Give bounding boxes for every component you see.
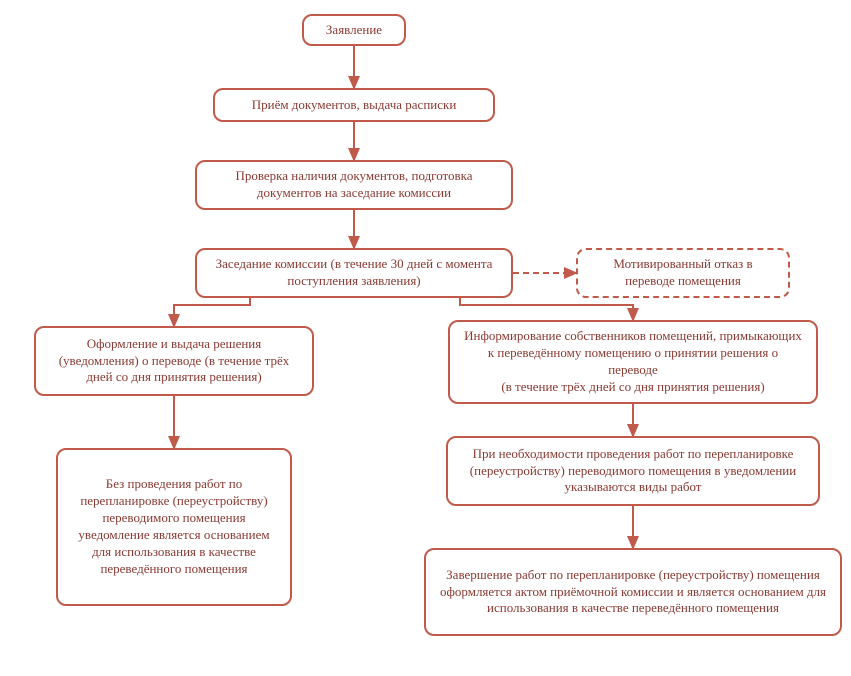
flowchart-node-n8: Без проведения работ по перепланировке (… <box>56 448 292 606</box>
flowchart-node-n5: Мотивированный отказ в переводе помещени… <box>576 248 790 298</box>
node-label: Без проведения работ по перепланировке (… <box>70 476 278 577</box>
node-label: Проверка наличия документов, подготовка … <box>209 168 499 202</box>
node-label: Информирование собственников помещений, … <box>462 328 804 396</box>
flowchart-node-n10: Завершение работ по перепланировке (пере… <box>424 548 842 636</box>
flowchart-node-n4: Заседание комиссии (в течение 30 дней с … <box>195 248 513 298</box>
flowchart-node-n6: Оформление и выдача решения (уведомления… <box>34 326 314 396</box>
node-label: Мотивированный отказ в переводе помещени… <box>590 256 776 290</box>
node-label: Оформление и выдача решения (уведомления… <box>48 336 300 387</box>
node-label: Заседание комиссии (в течение 30 дней с … <box>209 256 499 290</box>
edge-n4-n6 <box>174 298 250 326</box>
node-label: Приём документов, выдача расписки <box>252 97 457 114</box>
node-label: Завершение работ по перепланировке (пере… <box>438 567 828 618</box>
flowchart-node-n3: Проверка наличия документов, подготовка … <box>195 160 513 210</box>
flowchart-node-n9: При необходимости проведения работ по пе… <box>446 436 820 506</box>
flowchart-node-n1: Заявление <box>302 14 406 46</box>
flowchart-node-n2: Приём документов, выдача расписки <box>213 88 495 122</box>
node-label: Заявление <box>326 22 382 39</box>
flowchart-node-n7: Информирование собственников помещений, … <box>448 320 818 404</box>
node-label: При необходимости проведения работ по пе… <box>460 446 806 497</box>
edge-n4-n7 <box>460 298 633 320</box>
